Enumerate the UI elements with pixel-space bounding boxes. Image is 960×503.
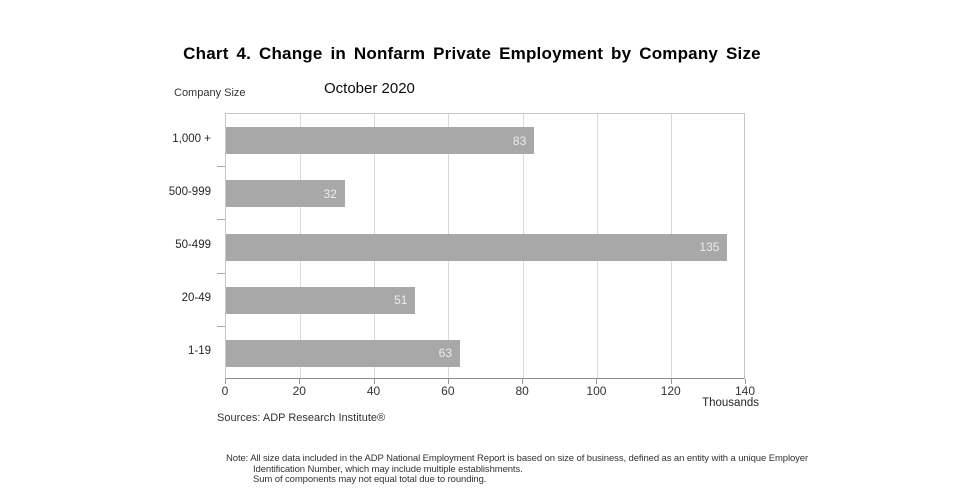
bar-1-19: 63: [226, 339, 460, 367]
x-axis-label-20: 20: [292, 384, 306, 398]
x-axis-label-80: 80: [515, 384, 529, 398]
note-line-3: Sum of components may not equal total du…: [253, 474, 487, 485]
x-axis-label-120: 120: [660, 384, 681, 398]
category-label: 20-49: [181, 292, 211, 305]
x-axis-tick: [745, 379, 746, 384]
category-label: 1-19: [187, 345, 211, 358]
category-axis-labels: 1,000 + 500-999 50-499 20-49 1-19: [100, 113, 218, 379]
category-axis-title: Company Size: [174, 87, 246, 99]
bar-20-49: 51: [226, 286, 416, 314]
category-label: 50-499: [175, 239, 211, 251]
x-axis-label-0: 0: [221, 384, 229, 398]
chart-title: Chart 4. Change in Nonfarm Private Emplo…: [183, 44, 761, 63]
x-axis-tick: [522, 379, 524, 384]
bar-value-label: 63: [438, 346, 452, 361]
x-axis-tick: [299, 379, 301, 384]
y-axis-tick: [217, 166, 225, 168]
category-label: 1,000 +: [172, 132, 211, 145]
plot-area: 83 32 135 51 63: [225, 113, 745, 379]
x-axis-label-40: 40: [366, 384, 381, 398]
x-axis-label-140: 140: [734, 384, 756, 398]
x-axis-unit-label: Thousands: [702, 397, 759, 409]
note-line-1: Note: All size data included in the ADP …: [226, 453, 809, 464]
x-axis-tick: [373, 379, 375, 384]
x-axis-tick: [447, 379, 449, 384]
sources-text: Sources: ADP Research Institute®: [217, 412, 386, 424]
x-axis-label-60: 60: [441, 384, 455, 398]
bar-value-label: 83: [512, 133, 527, 148]
bar-value-label: 32: [323, 186, 337, 201]
y-axis-tick: [217, 325, 225, 327]
x-axis-tick: [225, 379, 226, 384]
chart-subtitle: October 2020: [324, 80, 415, 97]
note-line-2: Identification Number, which may include…: [253, 463, 523, 475]
category-label: 500-999: [168, 185, 211, 198]
y-axis-tick: [217, 219, 225, 221]
bar-value-label: 51: [394, 293, 408, 308]
bar-500-999: 32: [226, 180, 345, 208]
x-axis-tick: [670, 379, 672, 384]
x-axis-label-100: 100: [586, 384, 607, 398]
bar-value-label: 135: [699, 240, 720, 254]
bar-50-499: 135: [226, 233, 728, 261]
y-axis-tick: [217, 272, 225, 274]
note-text: Note: All size data included in the ADP …: [226, 453, 809, 486]
x-axis-tick: [596, 379, 598, 384]
bar-1-000-+: 83: [226, 127, 535, 155]
